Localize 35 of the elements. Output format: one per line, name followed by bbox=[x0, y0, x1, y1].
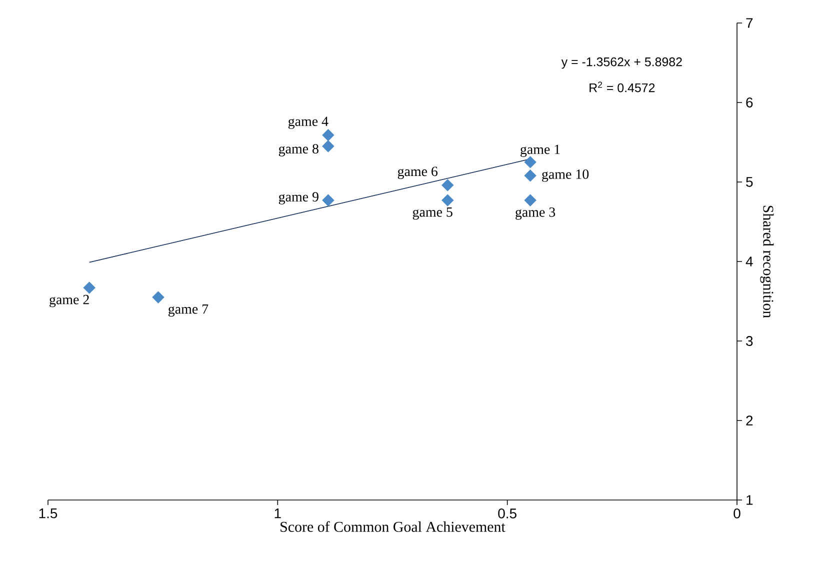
point bbox=[524, 156, 536, 168]
annotation: game 7 bbox=[168, 304, 208, 317]
annotation: game 5 bbox=[412, 207, 452, 220]
point bbox=[524, 194, 536, 206]
annotation: game 1 bbox=[520, 144, 560, 157]
annotation: y = -1.3562x + 5.8982 bbox=[561, 57, 682, 69]
point bbox=[442, 179, 454, 192]
x-tick-label: 1.5 bbox=[39, 508, 58, 518]
x-tick-label: 1 bbox=[274, 508, 281, 518]
y-tick-label: 4 bbox=[746, 256, 753, 266]
annotation: game 8 bbox=[278, 144, 318, 156]
y-tick-label: 7 bbox=[746, 18, 753, 28]
point bbox=[524, 170, 536, 182]
x-axis-title: Score of Common Goal Achievement bbox=[280, 521, 506, 532]
point bbox=[322, 194, 334, 206]
y-tick-label: 2 bbox=[746, 416, 753, 426]
point bbox=[83, 282, 96, 294]
y-tick-label: 5 bbox=[746, 177, 753, 187]
x-tick-label: 0 bbox=[734, 508, 740, 518]
annotation: game 6 bbox=[398, 166, 438, 179]
point bbox=[152, 291, 164, 304]
y-tick-label: 3 bbox=[746, 336, 753, 346]
annotation: game 4 bbox=[288, 116, 328, 129]
y-axis-title: Shared recognition bbox=[760, 206, 774, 318]
annotation: R$^{2}$ = 0.4572 bbox=[590, 82, 655, 92]
annotation: game 9 bbox=[278, 192, 318, 204]
point bbox=[322, 140, 334, 152]
point bbox=[442, 194, 454, 206]
annotation: game 3 bbox=[516, 207, 556, 220]
y-tick-label: 6 bbox=[746, 98, 753, 108]
point bbox=[322, 128, 334, 142]
annotation: game 2 bbox=[50, 294, 89, 308]
x-tick-label: 0.5 bbox=[498, 508, 516, 518]
annotation: game 10 bbox=[542, 169, 589, 182]
y-tick-label: 1 bbox=[746, 495, 753, 505]
